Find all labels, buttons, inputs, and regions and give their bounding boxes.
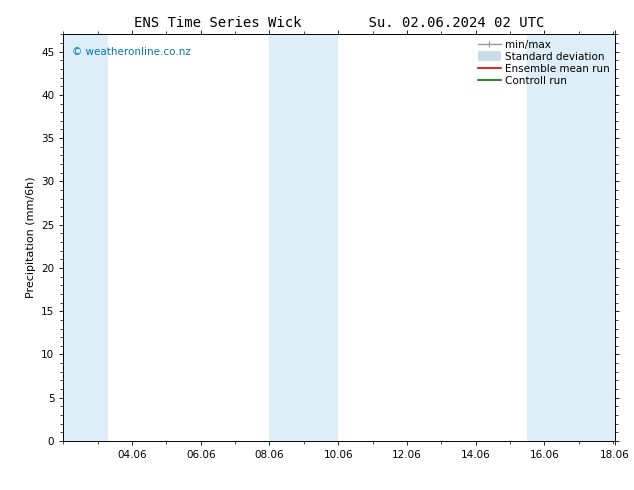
Bar: [527, 34, 615, 441]
Bar: [269, 34, 338, 441]
Text: © weatheronline.co.nz: © weatheronline.co.nz: [72, 47, 191, 56]
Legend: min/max, Standard deviation, Ensemble mean run, Controll run: min/max, Standard deviation, Ensemble me…: [476, 37, 612, 88]
Title: ENS Time Series Wick        Su. 02.06.2024 02 UTC: ENS Time Series Wick Su. 02.06.2024 02 U…: [134, 16, 545, 30]
Y-axis label: Precipitation (mm/6h): Precipitation (mm/6h): [25, 177, 36, 298]
Bar: [63, 34, 108, 441]
